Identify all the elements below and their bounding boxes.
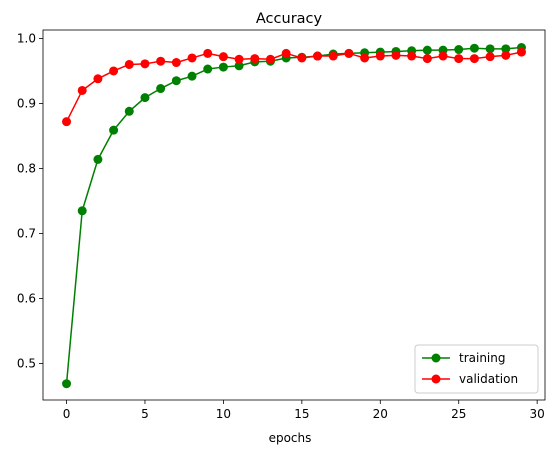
training-point <box>234 61 244 71</box>
validation-point <box>140 59 150 69</box>
chart-title: Accuracy <box>256 11 323 27</box>
validation-line <box>65 51 522 123</box>
series-validation <box>62 47 526 127</box>
training-point <box>140 93 150 103</box>
training-point <box>218 62 228 72</box>
validation-point <box>218 52 228 62</box>
validation-point <box>265 54 275 64</box>
x-tick-label: 25 <box>451 407 466 421</box>
training-point <box>454 45 464 55</box>
validation-point <box>344 48 354 58</box>
plot-series <box>62 43 526 389</box>
legend-item-validation: validation <box>422 372 518 386</box>
x-tick-label: 20 <box>373 407 388 421</box>
legend: training validation <box>414 344 539 394</box>
training-point <box>203 64 213 74</box>
training-point <box>422 45 432 55</box>
validation-point <box>422 54 432 64</box>
legend-marker-validation <box>431 374 441 384</box>
validation-point <box>454 54 464 64</box>
series-training <box>62 43 526 389</box>
x-tick-label: 0 <box>63 407 71 421</box>
validation-point <box>438 51 448 61</box>
training-point <box>501 44 511 54</box>
validation-point <box>313 51 323 61</box>
training-line <box>65 46 522 384</box>
validation-point <box>281 48 291 58</box>
training-point <box>62 379 72 389</box>
plot-frame <box>42 29 546 401</box>
validation-point <box>360 53 370 63</box>
validation-point <box>203 48 213 58</box>
y-tick-label: 0.8 <box>17 162 36 176</box>
x-tick-label: 10 <box>216 407 231 421</box>
legend-marker-training <box>431 353 441 363</box>
y-axis-ticks: 0.5 0.6 0.7 0.8 0.9 1.0 <box>17 31 43 371</box>
training-point <box>469 43 479 53</box>
validation-point <box>469 54 479 64</box>
legend-box <box>414 344 539 394</box>
validation-point <box>328 51 338 61</box>
validation-point <box>297 53 307 63</box>
x-axis-label: epochs <box>269 431 312 445</box>
training-point <box>171 76 181 86</box>
validation-point <box>407 51 417 61</box>
training-point <box>109 125 119 135</box>
validation-point <box>77 85 87 95</box>
training-point <box>156 84 166 94</box>
validation-point <box>93 74 103 84</box>
legend-label-validation: validation <box>459 372 518 386</box>
validation-point <box>62 117 72 127</box>
training-point <box>124 106 134 116</box>
validation-point <box>501 50 511 60</box>
legend-item-training: training <box>422 351 506 365</box>
y-tick-label: 0.6 <box>17 292 36 306</box>
x-tick-label: 30 <box>530 407 545 421</box>
y-tick-label: 1.0 <box>17 31 36 45</box>
validation-point <box>124 59 134 69</box>
x-tick-label: 5 <box>141 407 149 421</box>
validation-point <box>109 66 119 76</box>
validation-point <box>375 51 385 61</box>
training-point <box>187 71 197 81</box>
validation-point <box>516 47 526 57</box>
x-tick-label: 15 <box>294 407 309 421</box>
validation-point <box>250 54 260 64</box>
training-point <box>93 154 103 164</box>
x-axis-ticks: 0 5 10 15 20 25 30 <box>63 400 545 421</box>
training-point <box>77 206 87 216</box>
validation-point <box>187 53 197 63</box>
validation-point <box>156 56 166 66</box>
validation-point <box>391 50 401 60</box>
y-tick-label: 0.9 <box>17 96 36 110</box>
validation-point <box>171 58 181 68</box>
training-point <box>485 44 495 54</box>
legend-label-training: training <box>459 351 506 365</box>
validation-point <box>234 54 244 64</box>
y-tick-label: 0.7 <box>17 227 36 241</box>
validation-point <box>485 52 495 62</box>
y-tick-label: 0.5 <box>17 357 36 371</box>
